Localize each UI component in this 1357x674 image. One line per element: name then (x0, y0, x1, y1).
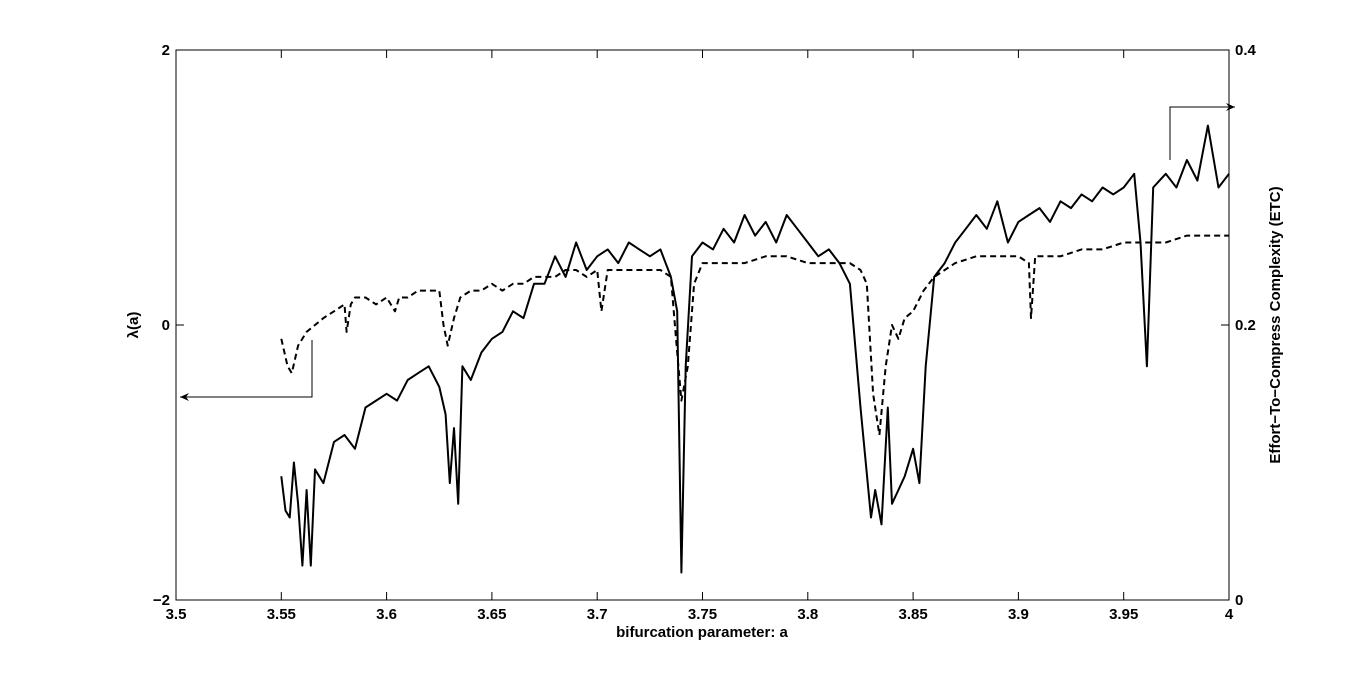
right-axis-arrow (1169, 103, 1235, 160)
series-line-solid (280, 124, 1230, 574)
x-axis-title: bifurcation parameter: a (616, 624, 788, 641)
left-axis-arrow (180, 340, 313, 401)
right-y-axis-title: Effort−To−Compress Complexity (ETC) (1267, 186, 1284, 463)
y-left-tick-label: 0 (162, 317, 170, 334)
x-tick-label: 3.8 (797, 606, 818, 623)
x-tick-label: 3.85 (898, 606, 927, 623)
x-tick-label: 3.75 (688, 606, 717, 623)
y-left-tick-label: 2 (162, 42, 170, 59)
x-tick-label: 3.5 (166, 606, 187, 623)
y-right-tick-label: 0.4 (1235, 42, 1257, 59)
tick-labels: 3.5 3.55 3.6 3.65 3.7 3.75 3.8 3.85 3.9 3.95 4 −2 0 2… (153, 42, 1257, 623)
x-tick-label: 3.9 (1008, 606, 1029, 623)
y-left-tick-label: −2 (153, 592, 170, 609)
x-tick-label: 3.55 (267, 606, 296, 623)
x-tick-label: 3.7 (587, 606, 608, 623)
x-tick-label: 3.65 (477, 606, 506, 623)
x-tick-label: 3.95 (1109, 606, 1138, 623)
series-layer (280, 124, 1230, 574)
series-line-dashed (280, 234, 1229, 436)
y-right-tick-label: 0 (1235, 592, 1243, 609)
y-right-tick-label: 0.2 (1235, 317, 1256, 334)
left-y-axis-title: λ(a) (125, 312, 142, 339)
x-tick-label: 3.6 (376, 606, 397, 623)
x-tick-label: 4 (1225, 606, 1234, 623)
plot-frame (175, 49, 1230, 601)
tick-marks (175, 49, 1230, 601)
